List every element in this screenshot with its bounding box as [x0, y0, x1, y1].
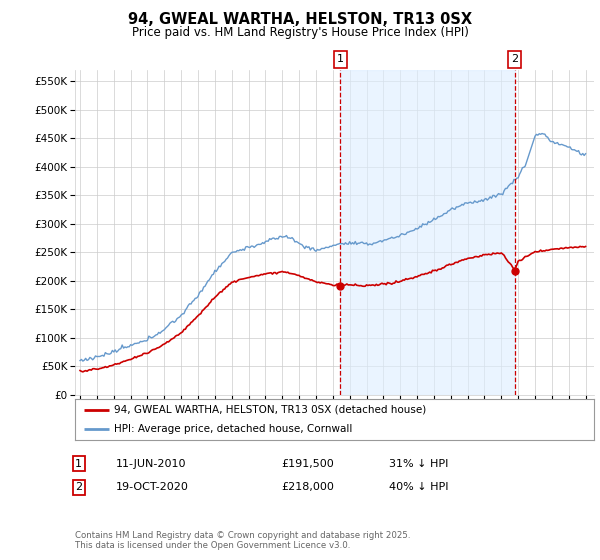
Text: 31% ↓ HPI: 31% ↓ HPI — [389, 459, 448, 469]
Text: 40% ↓ HPI: 40% ↓ HPI — [389, 482, 448, 492]
Text: 11-JUN-2010: 11-JUN-2010 — [116, 459, 187, 469]
Text: Contains HM Land Registry data © Crown copyright and database right 2025.
This d: Contains HM Land Registry data © Crown c… — [75, 531, 410, 550]
Text: 94, GWEAL WARTHA, HELSTON, TR13 0SX (detached house): 94, GWEAL WARTHA, HELSTON, TR13 0SX (det… — [114, 405, 426, 415]
Text: Price paid vs. HM Land Registry's House Price Index (HPI): Price paid vs. HM Land Registry's House … — [131, 26, 469, 39]
Text: 19-OCT-2020: 19-OCT-2020 — [116, 482, 188, 492]
Text: 1: 1 — [75, 459, 82, 469]
Text: 2: 2 — [75, 482, 82, 492]
Bar — [340, 70, 515, 395]
Text: £191,500: £191,500 — [281, 459, 334, 469]
Text: £218,000: £218,000 — [281, 482, 334, 492]
Text: HPI: Average price, detached house, Cornwall: HPI: Average price, detached house, Corn… — [114, 424, 352, 434]
Text: 2: 2 — [511, 54, 518, 64]
Text: 1: 1 — [337, 54, 344, 64]
Text: 94, GWEAL WARTHA, HELSTON, TR13 0SX: 94, GWEAL WARTHA, HELSTON, TR13 0SX — [128, 12, 472, 26]
